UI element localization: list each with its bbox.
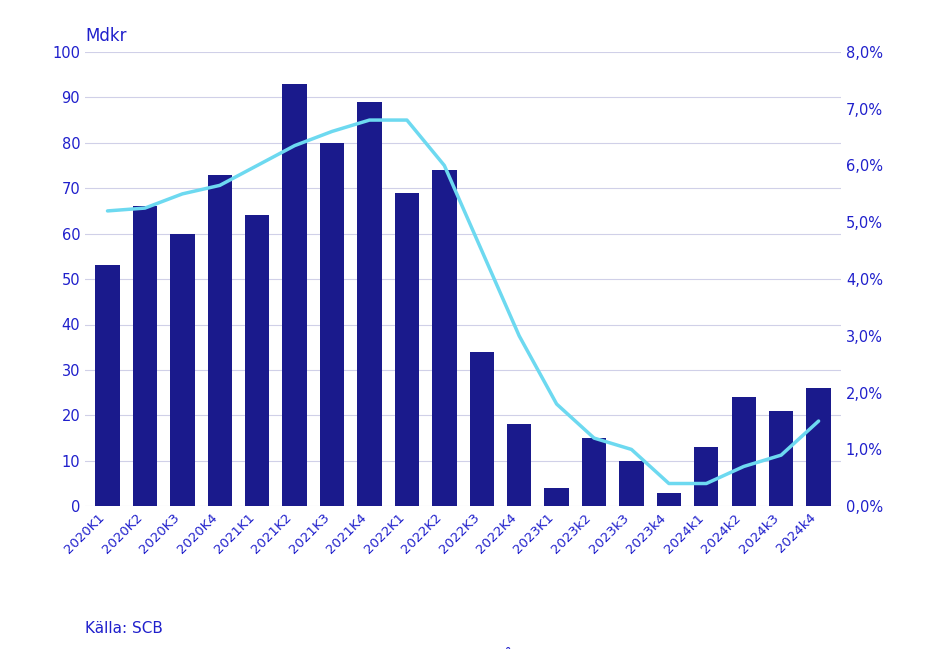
- Bar: [656, 493, 681, 506]
- Bar: [282, 84, 307, 506]
- Bar: [431, 170, 456, 506]
- Bar: [731, 397, 755, 506]
- Bar: [132, 206, 157, 506]
- Bar: [357, 102, 381, 506]
- Bar: [95, 265, 120, 506]
- Bar: [507, 424, 531, 506]
- Bar: [805, 388, 830, 506]
- Bar: [469, 352, 494, 506]
- Bar: [768, 411, 793, 506]
- Bar: [244, 215, 269, 506]
- Bar: [170, 234, 194, 506]
- Bar: [582, 438, 605, 506]
- Bar: [618, 461, 643, 506]
- Text: Källa: SCB: Källa: SCB: [85, 621, 162, 636]
- Bar: [208, 175, 231, 506]
- Bar: [544, 488, 568, 506]
- Text: Mdkr: Mdkr: [85, 27, 126, 45]
- Legend: Transaktioner (vänster), Årlig tillväxttakt (höger): Transaktioner (vänster), Årlig tillväxtt…: [234, 641, 691, 649]
- Bar: [395, 193, 418, 506]
- Bar: [694, 447, 717, 506]
- Bar: [320, 143, 344, 506]
